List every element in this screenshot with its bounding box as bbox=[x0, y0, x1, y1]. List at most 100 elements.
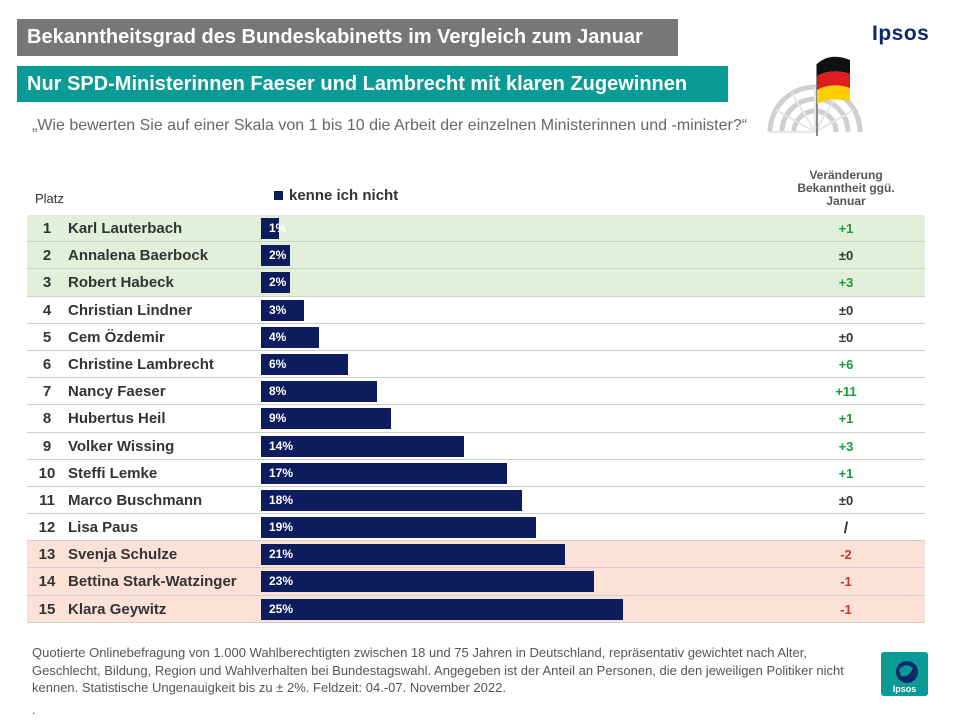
row-name: Lisa Paus bbox=[68, 519, 139, 537]
row-name: Steffi Lemke bbox=[68, 464, 158, 482]
bar-value-label: 18% bbox=[269, 492, 294, 507]
row-rank: 8 bbox=[42, 410, 52, 428]
bar: 2% bbox=[261, 272, 290, 294]
bar: 14% bbox=[261, 435, 464, 457]
table-row: 1 Karl Lauterbach 1% +1 bbox=[27, 215, 925, 243]
bar: 17% bbox=[261, 462, 508, 484]
row-change: ±0 bbox=[838, 302, 854, 318]
bar: 8% bbox=[261, 381, 377, 403]
table-row: 2 Annalena Baerbock 2% ±0 bbox=[27, 242, 925, 270]
footnote-dot: . bbox=[32, 702, 36, 717]
ipsos-logo-bottom: Ipsos bbox=[881, 652, 928, 696]
row-rank: 1 bbox=[42, 220, 52, 237]
bar: 2% bbox=[261, 245, 290, 267]
bar: 6% bbox=[261, 353, 348, 375]
legend-label: kenne ich nicht bbox=[289, 187, 399, 204]
row-change: +1 bbox=[838, 465, 854, 481]
bar: 21% bbox=[261, 544, 565, 566]
bar-value-label: 6% bbox=[269, 356, 287, 371]
row-name: Robert Habeck bbox=[68, 274, 174, 292]
row-rank: 6 bbox=[42, 355, 52, 373]
table-row: 13 Svenja Schulze 21% -2 bbox=[27, 541, 925, 569]
row-change: ±0 bbox=[838, 329, 854, 345]
bundestag-flag-icon bbox=[767, 56, 863, 136]
row-change: -1 bbox=[840, 574, 852, 590]
ipsos-logo: Ipsos bbox=[872, 22, 930, 45]
bar-value-label: 2% bbox=[269, 248, 287, 263]
row-rank: 11 bbox=[39, 491, 55, 509]
row-change: / bbox=[843, 520, 849, 538]
row-name: Klara Geywitz bbox=[68, 600, 167, 618]
table-row: 14 Bettina Stark-Watzinger 23% -1 bbox=[27, 568, 925, 596]
table-row: 12 Lisa Paus 19% / bbox=[27, 514, 925, 542]
table-row: 8 Hubertus Heil 9% +1 bbox=[27, 405, 925, 433]
bar: 1% bbox=[261, 218, 286, 239]
bar-value-label: 14% bbox=[269, 438, 294, 453]
row-name: Christian Lindner bbox=[68, 301, 193, 319]
rank-column-header: Platz bbox=[35, 191, 64, 206]
row-change: +3 bbox=[838, 275, 854, 291]
row-change: +3 bbox=[838, 438, 854, 454]
row-name: Karl Lauterbach bbox=[68, 220, 183, 237]
row-change: ±0 bbox=[838, 492, 854, 508]
bar: 3% bbox=[261, 299, 305, 321]
row-rank: 3 bbox=[42, 274, 52, 292]
row-name: Hubertus Heil bbox=[68, 410, 166, 428]
row-rank: 10 bbox=[38, 464, 56, 482]
row-rank: 7 bbox=[42, 383, 52, 401]
row-rank: 9 bbox=[42, 437, 52, 455]
change-column-header: Veränderung Bekanntheit ggü. Januar bbox=[797, 168, 895, 208]
bar-value-label: 25% bbox=[269, 601, 294, 616]
bar: 23% bbox=[261, 571, 594, 593]
row-name: Svenja Schulze bbox=[68, 546, 178, 564]
table-row: 5 Cem Özdemir 4% ±0 bbox=[27, 324, 925, 351]
bar-value-label: 1% bbox=[269, 221, 287, 235]
ipsos-mark-icon: Ipsos bbox=[881, 652, 928, 696]
row-change: +11 bbox=[835, 384, 857, 400]
bar-value-label: 9% bbox=[269, 411, 287, 426]
bar-value-label: 3% bbox=[269, 302, 287, 317]
row-rank: 14 bbox=[38, 573, 56, 591]
bar: 19% bbox=[261, 517, 536, 539]
bar: 4% bbox=[261, 326, 319, 348]
bar-value-label: 23% bbox=[269, 574, 294, 589]
row-rank: 12 bbox=[38, 519, 56, 537]
bar-value-label: 19% bbox=[269, 520, 294, 535]
row-name: Bettina Stark-Watzinger bbox=[68, 573, 237, 591]
table-row: 4 Christian Lindner 3% ±0 bbox=[27, 297, 925, 324]
table-row: 10 Steffi Lemke 17% +1 bbox=[27, 460, 925, 487]
survey-question: „Wie bewerten Sie auf einer Skala von 1 … bbox=[32, 117, 748, 134]
chart-subtitle: Nur SPD-Ministerinnen Faeser und Lambrec… bbox=[17, 66, 728, 102]
table-row: 6 Christine Lambrecht 6% +6 bbox=[27, 351, 925, 379]
row-change: -1 bbox=[840, 601, 852, 617]
row-name: Volker Wissing bbox=[68, 437, 175, 455]
chart-legend: kenne ich nicht bbox=[274, 187, 398, 204]
legend-swatch bbox=[274, 191, 283, 200]
table-row: 11 Marco Buschmann 18% ±0 bbox=[27, 487, 925, 515]
footnote: Quotierte Onlinebefragung von 1.000 Wahl… bbox=[32, 645, 844, 695]
row-change: ±0 bbox=[838, 248, 854, 264]
bar: 18% bbox=[261, 489, 522, 511]
table-row: 15 Klara Geywitz 25% -1 bbox=[27, 595, 925, 623]
row-change: +1 bbox=[838, 411, 854, 427]
row-rank: 4 bbox=[42, 301, 52, 319]
row-name: Marco Buschmann bbox=[68, 491, 203, 509]
bar-value-label: 4% bbox=[269, 329, 287, 344]
row-change: -2 bbox=[840, 547, 852, 563]
bar-value-label: 2% bbox=[269, 275, 287, 290]
bar-value-label: 8% bbox=[269, 384, 287, 399]
row-rank: 2 bbox=[42, 247, 52, 265]
row-change: +6 bbox=[838, 356, 854, 372]
bar: 25% bbox=[261, 598, 623, 620]
row-name: Christine Lambrecht bbox=[68, 355, 214, 373]
ipsos-small-label: Ipsos bbox=[893, 684, 917, 694]
table-row: 7 Nancy Faeser 8% +11 bbox=[27, 378, 925, 406]
row-name: Nancy Faeser bbox=[68, 383, 166, 401]
row-name: Annalena Baerbock bbox=[68, 247, 209, 265]
row-change: +1 bbox=[838, 221, 854, 236]
bar-value-label: 17% bbox=[269, 465, 294, 480]
row-rank: 5 bbox=[42, 328, 52, 346]
row-rank: 13 bbox=[38, 546, 56, 564]
table-row: 9 Volker Wissing 14% +3 bbox=[27, 433, 925, 460]
bar: 9% bbox=[261, 408, 392, 430]
